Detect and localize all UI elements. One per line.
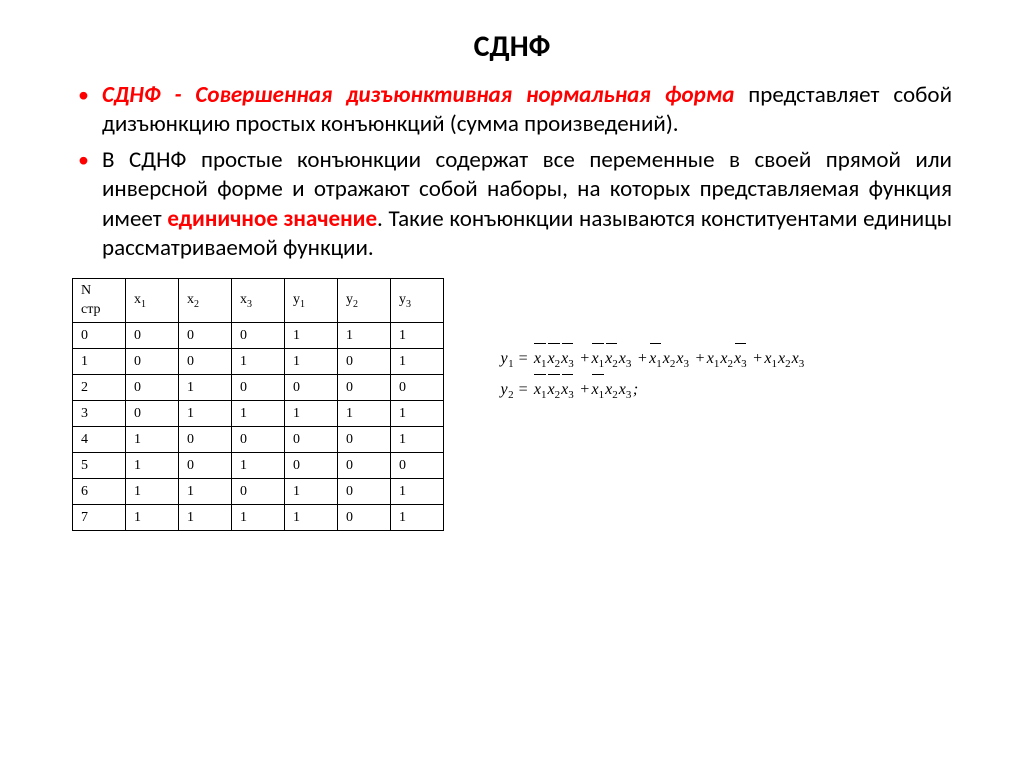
table-cell: 0 <box>179 349 232 375</box>
bullet-2: В СДНФ простые конъюнкции содержат все п… <box>72 146 952 264</box>
table-cell: 5 <box>73 453 126 479</box>
table-cell: 1 <box>391 323 444 349</box>
table-cell: 0 <box>126 375 179 401</box>
table-cell: 0 <box>285 453 338 479</box>
table-cell: 0 <box>338 505 391 531</box>
table-cell: 1 <box>391 427 444 453</box>
table-cell: 1 <box>179 401 232 427</box>
col-header: y1 <box>285 278 338 323</box>
table-cell: 1 <box>285 323 338 349</box>
table-cell: 0 <box>285 427 338 453</box>
table-cell: 0 <box>179 427 232 453</box>
table-cell: 1 <box>391 505 444 531</box>
table-cell: 1 <box>179 479 232 505</box>
table-cell: 0 <box>232 323 285 349</box>
table-cell: 7 <box>73 505 126 531</box>
table-cell: 1 <box>126 479 179 505</box>
table-cell: 2 <box>73 375 126 401</box>
col-header: x1 <box>126 278 179 323</box>
table-cell: 0 <box>126 401 179 427</box>
table-cell: 0 <box>285 375 338 401</box>
table-cell: 1 <box>391 349 444 375</box>
table-cell: 0 <box>179 453 232 479</box>
table-cell: 1 <box>285 401 338 427</box>
bullet-1: СДНФ - Совершенная дизъюнктивная нормаль… <box>72 81 952 140</box>
table-row: 0000111 <box>73 323 444 349</box>
table-cell: 1 <box>285 505 338 531</box>
table-cell: 0 <box>232 479 285 505</box>
table-row: 1001101 <box>73 349 444 375</box>
table-cell: 0 <box>338 479 391 505</box>
table-cell: 1 <box>126 505 179 531</box>
table-cell: 0 <box>338 349 391 375</box>
table-cell: 0 <box>338 453 391 479</box>
table-cell: 1 <box>391 479 444 505</box>
table-row: 6110101 <box>73 479 444 505</box>
table-cell: 1 <box>73 349 126 375</box>
bullet-list: СДНФ - Совершенная дизъюнктивная нормаль… <box>72 81 952 264</box>
table-cell: 0 <box>391 453 444 479</box>
formula-y2: y2 = x1x2x3 +x1x2x3; <box>500 375 806 406</box>
table-cell: 6 <box>73 479 126 505</box>
table-cell: 1 <box>285 479 338 505</box>
table-cell: 4 <box>73 427 126 453</box>
table-cell: 1 <box>126 427 179 453</box>
table-cell: 1 <box>179 505 232 531</box>
col-header: x3 <box>232 278 285 323</box>
col-header-index: Nстр <box>73 278 126 323</box>
table-cell: 1 <box>179 375 232 401</box>
table-cell: 0 <box>391 375 444 401</box>
table-cell: 0 <box>126 349 179 375</box>
col-header: y3 <box>391 278 444 323</box>
table-cell: 1 <box>232 453 285 479</box>
table-cell: 0 <box>338 375 391 401</box>
table-cell: 1 <box>232 401 285 427</box>
table-cell: 1 <box>391 401 444 427</box>
bullet-1-emphasis: СДНФ - Совершенная дизъюнктивная нормаль… <box>102 81 734 109</box>
page-title: СДНФ <box>72 28 952 65</box>
table-cell: 1 <box>338 401 391 427</box>
bullet-2-emphasis: единичное значение <box>167 205 377 233</box>
table-row: 5101000 <box>73 453 444 479</box>
table-cell: 1 <box>232 505 285 531</box>
table-cell: 0 <box>232 427 285 453</box>
table-row: 2010000 <box>73 375 444 401</box>
table-row: 3011111 <box>73 401 444 427</box>
col-header: x2 <box>179 278 232 323</box>
table-row: 7111101 <box>73 505 444 531</box>
table-cell: 1 <box>126 453 179 479</box>
table-cell: 1 <box>338 323 391 349</box>
table-cell: 1 <box>232 349 285 375</box>
table-cell: 3 <box>73 401 126 427</box>
table-cell: 1 <box>285 349 338 375</box>
col-header: y2 <box>338 278 391 323</box>
table-cell: 0 <box>73 323 126 349</box>
formulas-block: y1 = x1x2x3 +x1x2x3 +x1x2x3 +x1x2x3 +x1x… <box>500 344 806 406</box>
table-cell: 0 <box>126 323 179 349</box>
formula-y1: y1 = x1x2x3 +x1x2x3 +x1x2x3 +x1x2x3 +x1x… <box>500 344 806 375</box>
table-cell: 0 <box>232 375 285 401</box>
table-cell: 0 <box>179 323 232 349</box>
table-row: 4100001 <box>73 427 444 453</box>
table-cell: 0 <box>338 427 391 453</box>
truth-table: Nстрx1x2x3y1y2y3 00001111001101201000030… <box>72 278 444 532</box>
lower-region: Nстрx1x2x3y1y2y3 00001111001101201000030… <box>72 278 952 532</box>
